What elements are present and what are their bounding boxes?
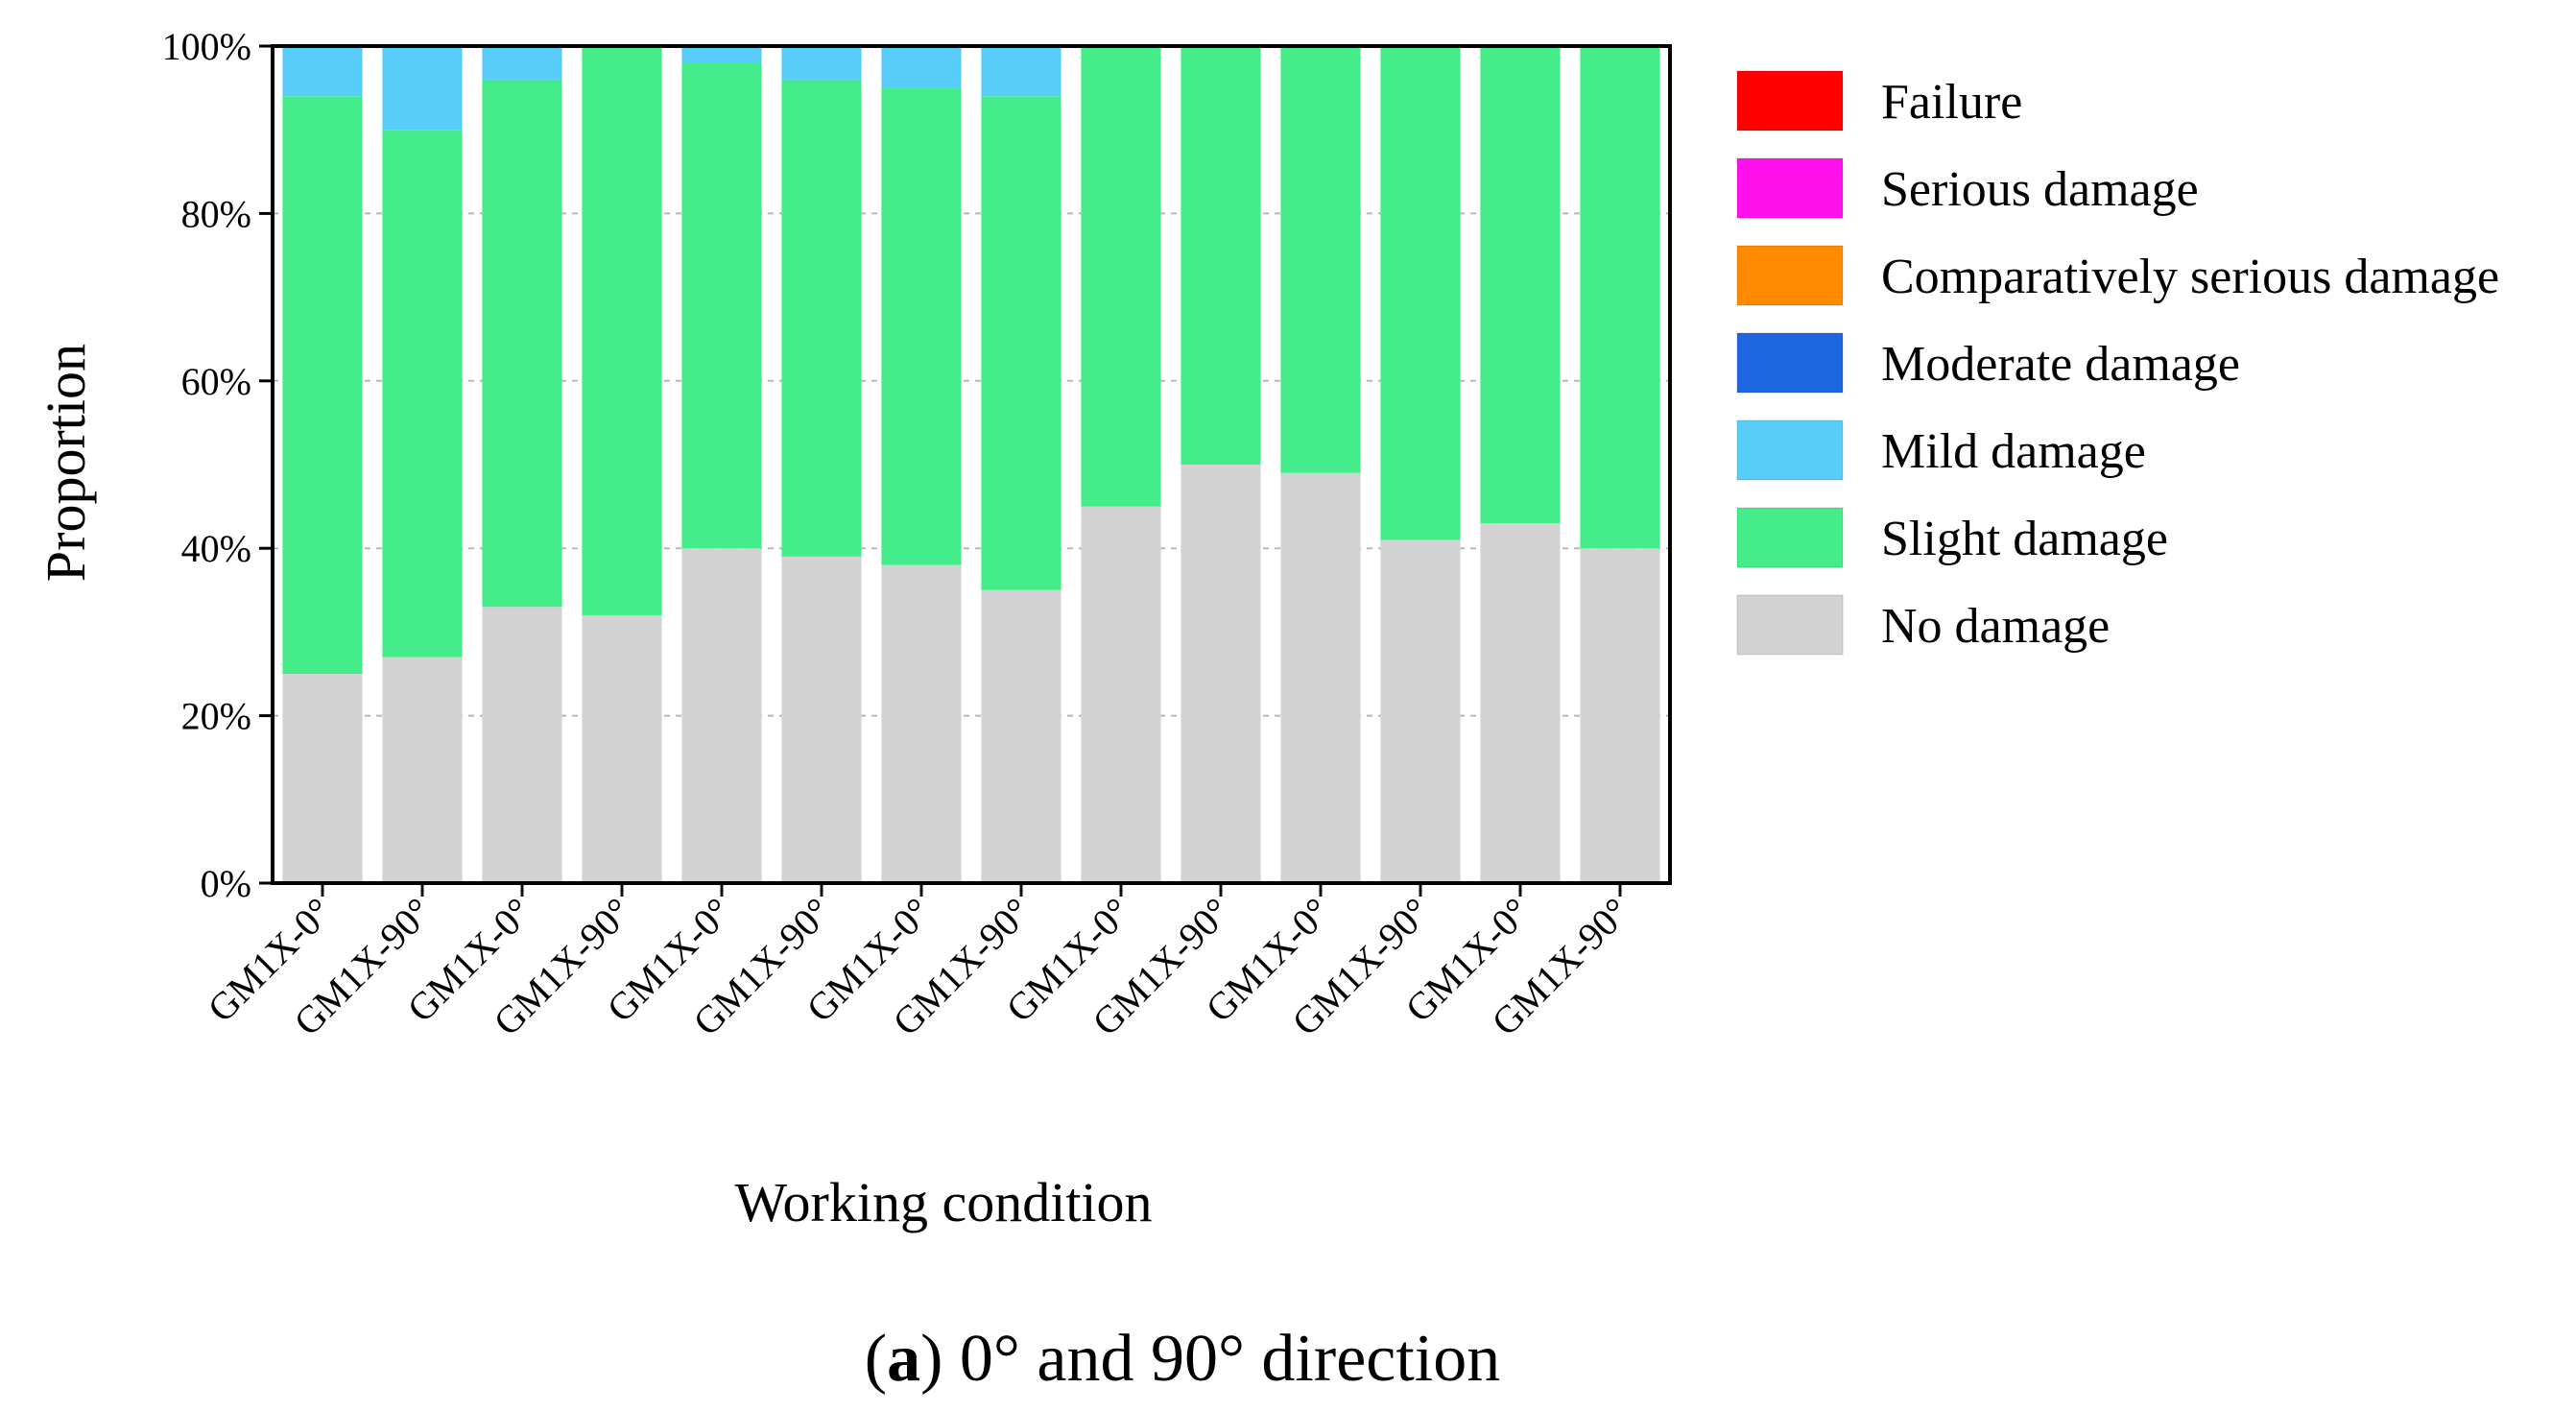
bar-segment-no-damage <box>382 657 463 883</box>
bar-segment-slight-damage <box>981 96 1061 590</box>
legend-swatch <box>1736 332 1844 394</box>
legend: Failure Serious damage Comparatively serio… <box>1736 70 2499 656</box>
legend-label: Comparatively serious damage <box>1881 250 2499 304</box>
legend-swatch <box>1736 245 1844 306</box>
bar-segment-no-damage <box>681 548 762 883</box>
legend-label: Moderate damage <box>1881 337 2240 392</box>
bar-segment-mild-damage <box>981 46 1061 97</box>
bar-segment-no-damage <box>1181 465 1261 883</box>
legend-swatch <box>1736 507 1844 568</box>
bar-segment-slight-damage <box>282 96 363 674</box>
caption-letter: a <box>887 1322 920 1396</box>
bar-segment-no-damage <box>482 607 562 883</box>
bar-segment-mild-damage <box>482 46 562 80</box>
legend-swatch <box>1736 594 1844 656</box>
bar-segment-no-damage <box>1380 539 1461 883</box>
bar-segment-no-damage <box>282 674 363 883</box>
bar-segment-slight-damage <box>382 130 463 658</box>
legend-swatch <box>1736 70 1844 132</box>
legend-swatch <box>1736 157 1844 219</box>
bar-segment-no-damage <box>881 564 962 883</box>
bar-segment-slight-damage <box>1081 46 1161 507</box>
legend-label: Serious damage <box>1881 162 2199 217</box>
bar-segment-no-damage <box>582 614 662 883</box>
y-tick-label: 80% <box>181 192 251 235</box>
bar-segment-no-damage <box>781 556 862 883</box>
figure-caption: (a) 0° and 90° direction <box>865 1322 1500 1396</box>
bar-segment-slight-damage <box>482 79 562 608</box>
bar-segment-mild-damage <box>382 46 463 131</box>
bar-segment-slight-damage <box>881 87 962 565</box>
legend-label: Failure <box>1881 75 2022 130</box>
bar-segment-mild-damage <box>781 46 862 80</box>
bar-segment-slight-damage <box>1580 46 1660 549</box>
bar-segment-slight-damage <box>781 79 862 557</box>
y-tick-label: 100% <box>162 25 251 68</box>
y-tick-label: 0% <box>201 862 251 905</box>
bar-segment-slight-damage <box>1280 46 1361 473</box>
bar-segment-slight-damage <box>1181 46 1261 465</box>
bar-segment-mild-damage <box>881 46 962 88</box>
legend-label: Slight damage <box>1881 512 2168 566</box>
bar-segment-no-damage <box>981 589 1061 883</box>
y-tick-label: 20% <box>181 695 251 738</box>
bar-segment-slight-damage <box>1380 46 1461 540</box>
bar-segment-mild-damage <box>681 46 762 63</box>
bar-segment-no-damage <box>1280 472 1361 883</box>
legend-swatch <box>1736 419 1844 481</box>
legend-label: No damage <box>1881 599 2110 654</box>
caption-text: 0° and 90° direction <box>960 1322 1500 1396</box>
bar-segment-slight-damage <box>582 46 662 615</box>
bar-segment-no-damage <box>1480 523 1561 883</box>
bar-segment-no-damage <box>1081 506 1161 883</box>
bar-segment-slight-damage <box>681 62 762 549</box>
y-tick-label: 60% <box>181 360 251 403</box>
y-axis-title: Proportion <box>35 344 97 582</box>
y-tick-label: 40% <box>181 527 251 570</box>
legend-label: Mild damage <box>1881 424 2146 479</box>
plot-frame <box>271 44 1672 885</box>
bars <box>282 46 1660 883</box>
bar-segment-no-damage <box>1580 548 1660 883</box>
x-axis-title: Working condition <box>734 1171 1152 1233</box>
y-axis-ticks: 0% 20% 40% 60% 80% 100% <box>162 25 273 905</box>
bar-segment-slight-damage <box>1480 46 1561 524</box>
bar-segment-mild-damage <box>282 46 363 97</box>
x-axis-ticks: GM1X-0°GM1X-90°GM1X-0°GM1X-90°GM1X-0°GM1… <box>200 883 1637 1044</box>
